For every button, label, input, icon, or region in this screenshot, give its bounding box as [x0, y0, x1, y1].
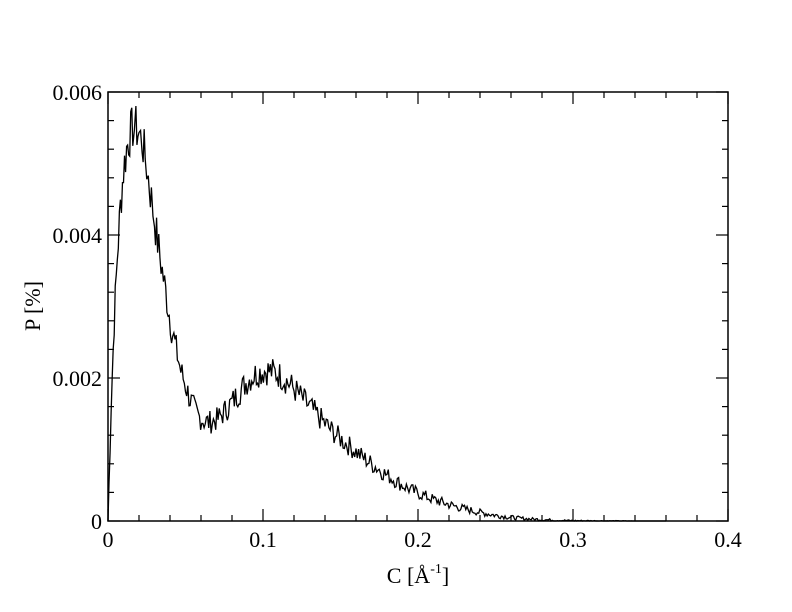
series-line: [107, 105, 666, 522]
tick-marks: [107, 91, 729, 522]
y-axis-title: P [%]: [20, 281, 45, 331]
x-tick-label: 0.2: [404, 527, 432, 552]
x-tick-labels: 0 0.1 0.2 0.3 0.4: [103, 527, 742, 552]
x-tick-label: 0: [103, 527, 114, 552]
y-tick-label: 0.006: [53, 80, 103, 105]
x-axis-title: C [Å-1]: [387, 562, 449, 588]
x-tick-label: 0.3: [559, 527, 587, 552]
y-tick-label: 0: [91, 509, 102, 534]
x-tick-label: 0.4: [714, 527, 742, 552]
plot-frame: [107, 91, 729, 522]
y-tick-labels: 0 0.002 0.004 0.006: [53, 80, 103, 534]
x-tick-label: 0.1: [249, 527, 277, 552]
y-tick-label: 0.004: [53, 223, 103, 248]
y-tick-label: 0.002: [53, 366, 103, 391]
